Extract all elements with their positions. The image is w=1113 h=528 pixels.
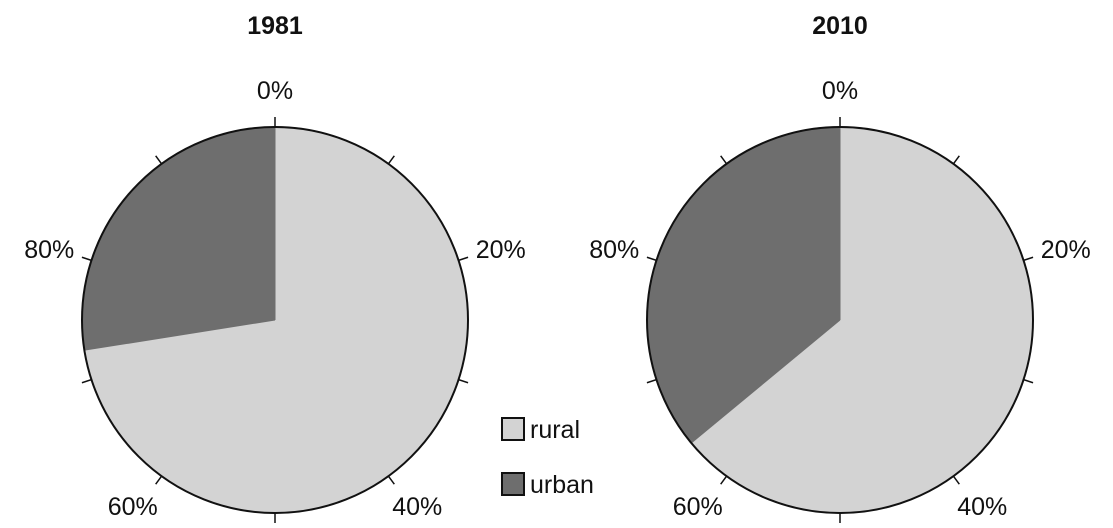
tick-label: 40%: [392, 493, 442, 521]
legend-label: urban: [530, 471, 594, 499]
tick-mark: [387, 155, 395, 165]
tick-label: 40%: [957, 493, 1007, 521]
tick-mark: [458, 256, 469, 262]
tick-label: 80%: [589, 236, 639, 264]
tick-label: 80%: [24, 236, 74, 264]
tick-mark: [1023, 256, 1034, 262]
tick-label: 60%: [108, 493, 158, 521]
tick-label: 0%: [822, 77, 858, 105]
pie-slice-urban: [646, 127, 840, 444]
tick-mark: [952, 475, 960, 485]
tick-label: 0%: [257, 77, 293, 105]
pie-slice-rural: [84, 127, 469, 513]
legend-swatch-urban: [501, 472, 525, 496]
pie-chart-1981: 1981 0% 20% 40% 60% 80%: [24, 12, 526, 523]
pie-slice-urban: [81, 127, 275, 351]
chart-title: 2010: [812, 12, 868, 40]
tick-mark: [155, 475, 163, 485]
pie-slice-rural: [691, 127, 1033, 513]
legend-label: rural: [530, 416, 580, 444]
tick-mark: [81, 256, 92, 262]
tick-mark: [1023, 378, 1034, 384]
tick-mark: [387, 475, 395, 485]
tick-label: 20%: [1041, 236, 1091, 264]
tick-mark: [720, 475, 728, 485]
slice-boundary: [84, 319, 276, 351]
pie-chart-2010: 2010 0% 20% 40% 60% 80%: [589, 12, 1091, 523]
tick-mark: [646, 256, 657, 262]
legend: rural urban: [501, 416, 594, 499]
chart-title: 1981: [247, 12, 303, 40]
tick-mark: [81, 378, 92, 384]
legend-swatch-rural: [501, 417, 525, 441]
legend-item-urban: urban: [501, 471, 594, 499]
legend-item-rural: rural: [501, 416, 580, 444]
tick-mark: [646, 378, 657, 384]
tick-mark: [458, 378, 469, 384]
slice-boundary: [690, 319, 841, 444]
tick-mark: [720, 155, 728, 165]
tick-label: 60%: [673, 493, 723, 521]
tick-label: 20%: [476, 236, 526, 264]
tick-mark: [155, 155, 163, 165]
tick-mark: [952, 155, 960, 165]
